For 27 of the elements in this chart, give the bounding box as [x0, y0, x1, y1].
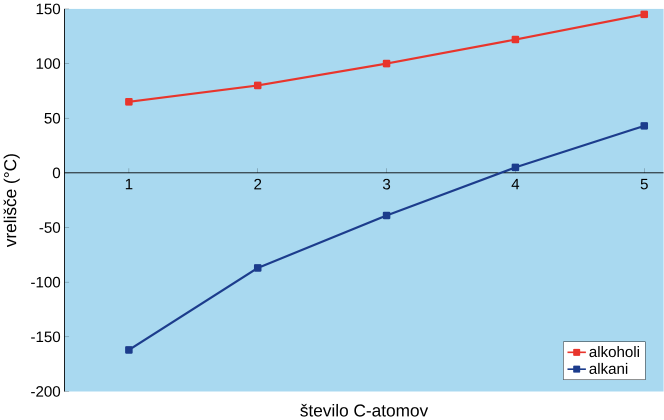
y-tick-label: 50: [44, 112, 60, 124]
point: [254, 82, 262, 90]
y-tick-label: -50: [40, 222, 60, 233]
y-tick-label: -100: [31, 276, 60, 288]
point: [382, 212, 390, 220]
y-tick-label: 100: [36, 58, 60, 69]
x-tick-label: 2: [254, 178, 262, 190]
x-tick-label: 5: [640, 178, 648, 190]
y-tick-label: 0: [52, 167, 60, 178]
point: [125, 346, 133, 354]
point: [640, 10, 648, 18]
point: [254, 264, 262, 272]
y-axis-title: vrelišče (°C): [4, 154, 20, 248]
y-tick-label: -200: [31, 386, 60, 397]
y-tick-label: -150: [31, 331, 60, 342]
x-tick-label: 1: [126, 178, 132, 190]
legend-label: alkoholi: [589, 346, 639, 358]
point: [125, 98, 133, 106]
x-axis-title: število C-atomov: [300, 404, 428, 417]
point: [382, 60, 390, 68]
x-tick-label: 4: [512, 178, 520, 190]
y-tick-label: 150: [36, 3, 60, 14]
point: [640, 122, 648, 130]
point: [512, 164, 520, 172]
legend-label: alkani: [589, 362, 628, 374]
point: [512, 36, 520, 44]
x-tick-label: 3: [382, 178, 390, 190]
